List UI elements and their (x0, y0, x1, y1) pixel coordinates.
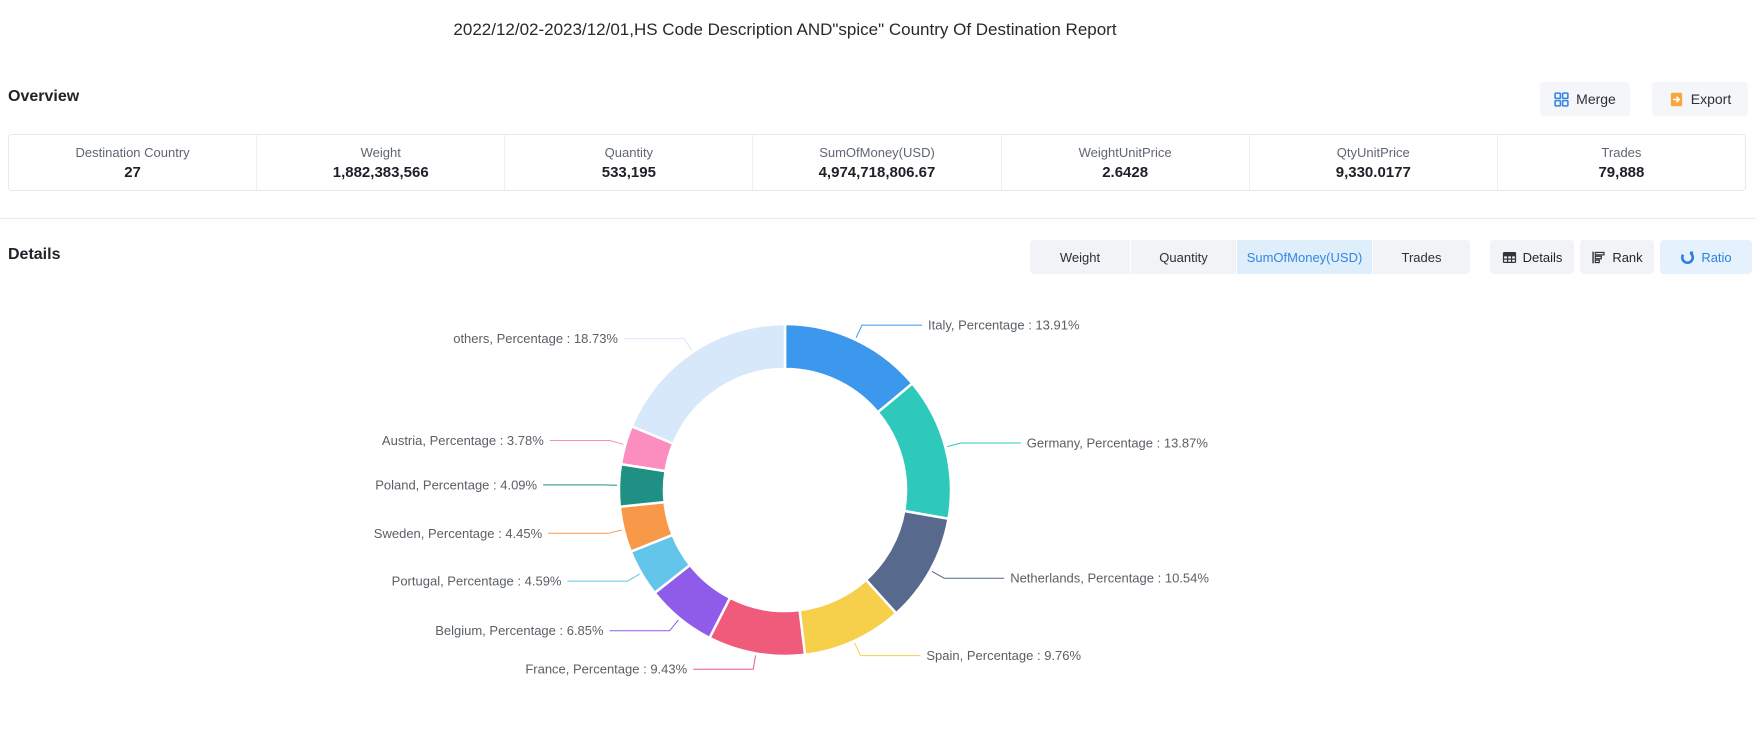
metric-tab-quantity[interactable]: Quantity (1131, 240, 1236, 274)
pie-slice-germany[interactable] (876, 381, 953, 521)
stat-value: 4,974,718,806.67 (818, 163, 936, 181)
slice-label-poland: Poland, Percentage : 4.09% (375, 477, 537, 492)
merge-icon (1554, 91, 1569, 107)
overview-stat: Quantity 533,195 (504, 135, 752, 190)
overview-stats-bar: Destination Country 27 Weight 1,882,383,… (8, 134, 1746, 191)
label-line-others (624, 338, 693, 351)
slice-label-spain: Spain, Percentage : 9.76% (926, 648, 1081, 663)
overview-stat: QtyUnitPrice 9,330.0177 (1248, 135, 1497, 190)
pie-slice-others[interactable] (630, 322, 787, 446)
details-heading: Details (8, 246, 61, 263)
rank-view-button[interactable]: Rank (1580, 240, 1654, 274)
slice-label-belgium: Belgium, Percentage : 6.85% (435, 623, 604, 638)
export-button-label: Export (1690, 91, 1732, 107)
stat-label: SumOfMoney(USD) (819, 144, 935, 160)
ratio-icon (1680, 250, 1695, 265)
page-title: 2022/12/02-2023/12/01,HS Code Descriptio… (453, 20, 1117, 39)
ratio-view-button[interactable]: Ratio (1660, 240, 1752, 274)
stat-value: 27 (124, 163, 141, 181)
section-divider (0, 218, 1756, 219)
stat-label: WeightUnitPrice (1078, 144, 1172, 160)
label-line-france (693, 655, 757, 670)
label-line-portugal (567, 573, 640, 582)
label-line-netherlands (931, 570, 1005, 579)
overview-stat: WeightUnitPrice 2.6428 (1000, 135, 1249, 190)
stat-label: Weight (360, 144, 401, 160)
stat-label: Trades (1601, 144, 1642, 160)
slice-label-austria: Austria, Percentage : 3.78% (382, 433, 544, 448)
view-button-group: Details Rank Ratio (1490, 240, 1752, 274)
stat-label: Destination Country (75, 144, 190, 160)
rank-icon (1591, 250, 1606, 265)
label-line-sweden (548, 529, 622, 534)
merge-button-label: Merge (1576, 91, 1616, 107)
slice-label-sweden: Sweden, Percentage : 4.45% (374, 526, 543, 541)
slice-label-portugal: Portugal, Percentage : 4.59% (392, 574, 562, 589)
metric-tab-sumofmoney-usd-[interactable]: SumOfMoney(USD) (1237, 240, 1372, 274)
label-line-belgium (609, 619, 679, 632)
label-line-germany (947, 442, 1021, 448)
overview-stat: Weight 1,882,383,566 (256, 135, 504, 190)
stat-value: 533,195 (601, 163, 656, 181)
table-icon (1502, 250, 1517, 265)
details-view-button[interactable]: Details (1490, 240, 1574, 274)
slice-label-netherlands: Netherlands, Percentage : 10.54% (1010, 571, 1209, 586)
slice-label-italy: Italy, Percentage : 13.91% (928, 318, 1080, 333)
overview-heading: Overview (8, 88, 80, 105)
metric-tab-weight[interactable]: Weight (1030, 240, 1130, 274)
label-line-spain (854, 642, 921, 657)
stat-label: QtyUnitPrice (1336, 144, 1410, 160)
label-line-italy (855, 324, 922, 339)
stat-value: 9,330.0177 (1335, 163, 1411, 181)
slice-label-germany: Germany, Percentage : 13.87% (1027, 436, 1209, 451)
metric-tab-trades[interactable]: Trades (1373, 240, 1470, 274)
overview-stat: Destination Country 27 (9, 135, 256, 190)
stat-label: Quantity (604, 144, 654, 160)
export-button[interactable]: Export (1652, 82, 1748, 116)
merge-button[interactable]: Merge (1540, 82, 1630, 116)
overview-stat: Trades 79,888 (1496, 135, 1745, 190)
stat-value: 2.6428 (1102, 163, 1149, 181)
stat-value: 1,882,383,566 (332, 163, 429, 181)
overview-stat: SumOfMoney(USD) 4,974,718,806.67 (752, 135, 1000, 190)
stat-value: 79,888 (1598, 163, 1645, 181)
metric-tab-group: Weight Quantity SumOfMoney(USD) Trades (1030, 240, 1470, 274)
slice-label-france: France, Percentage : 9.43% (525, 662, 687, 677)
export-icon (1669, 92, 1684, 107)
label-line-austria (549, 440, 624, 445)
slice-label-others: others, Percentage : 18.73% (453, 331, 618, 346)
